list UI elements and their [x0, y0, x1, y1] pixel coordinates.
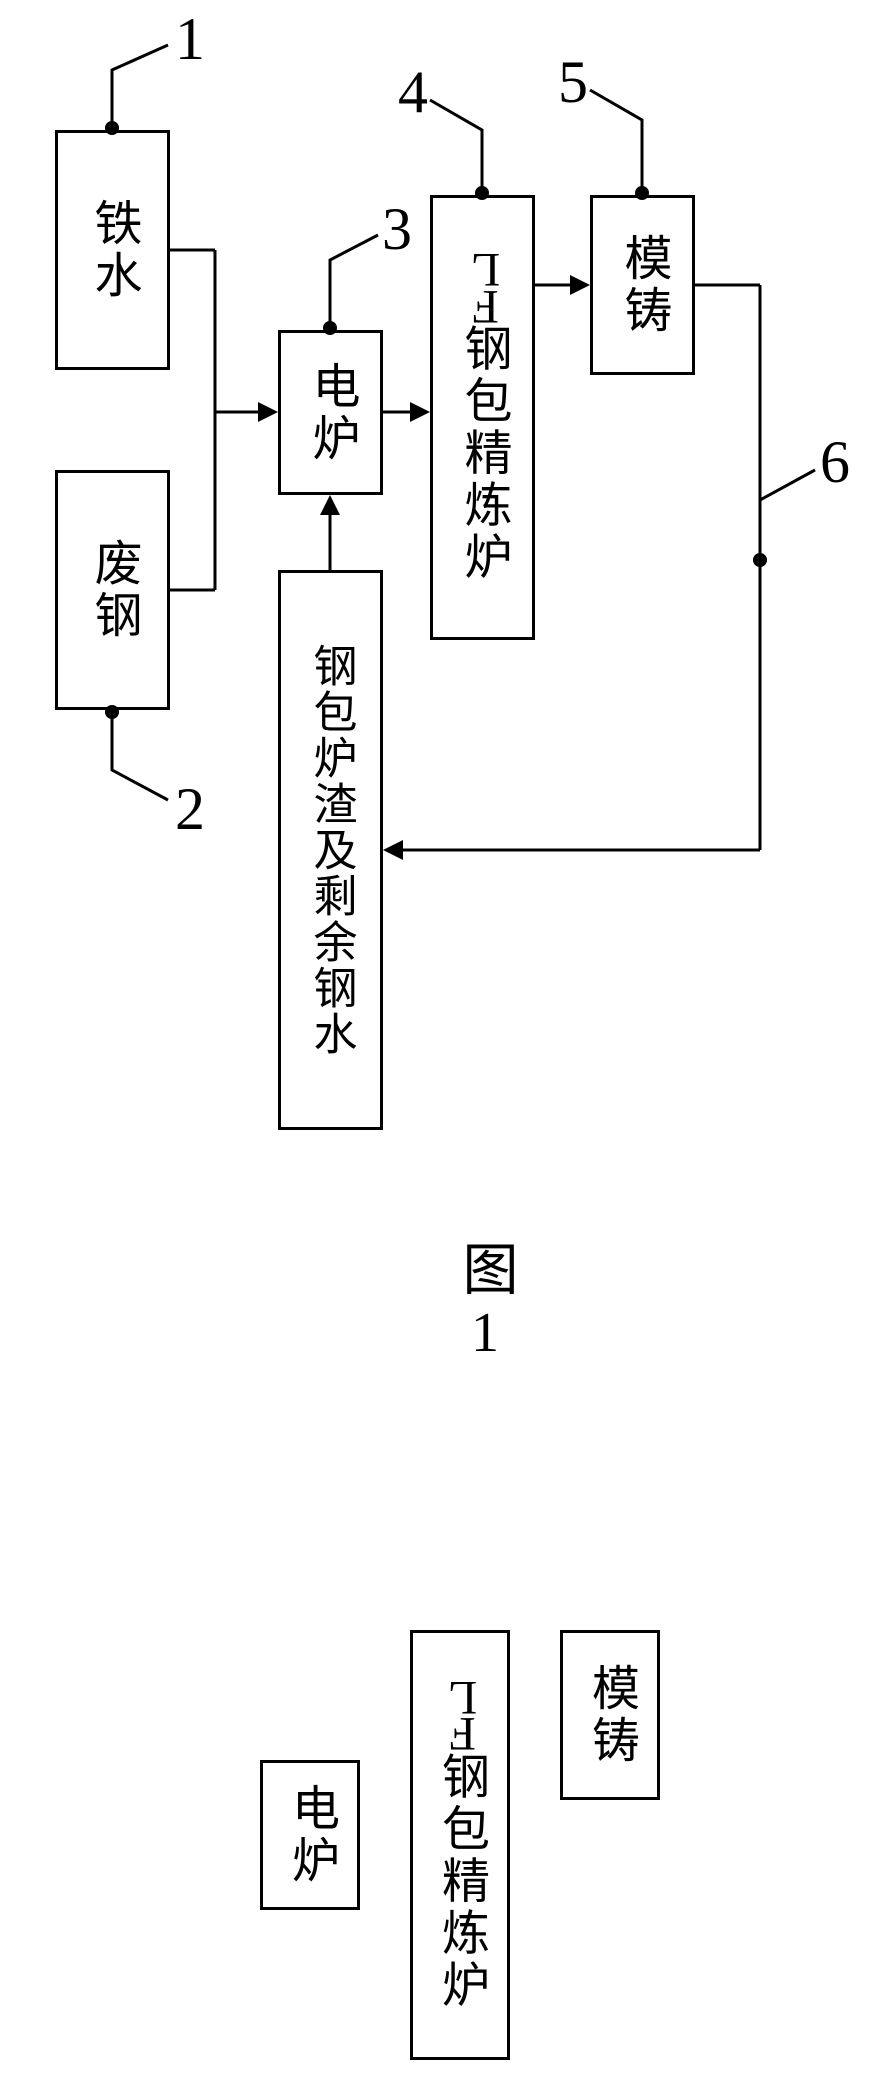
num-2: 2: [175, 775, 205, 844]
num-5: 5: [558, 48, 588, 117]
connectors-layer: .conn2 line,.conn2 polyline{stroke:#000;…: [0, 0, 874, 2079]
num-6: 6: [820, 428, 850, 497]
num-3: 3: [382, 195, 412, 264]
num-4: 4: [398, 58, 428, 127]
num-1: 1: [175, 5, 205, 74]
